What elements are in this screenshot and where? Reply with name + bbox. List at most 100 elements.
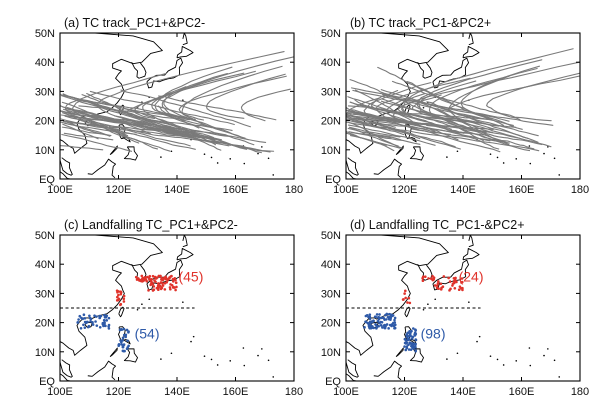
lat-tick-label: 10N — [321, 347, 341, 359]
panel-b-frame — [345, 32, 581, 180]
landfall-point — [174, 288, 177, 292]
lat-tick-label: 20N — [321, 116, 341, 128]
landfall-point — [436, 282, 440, 285]
lat-tick-label: EQ — [39, 376, 55, 388]
landfall-point — [439, 288, 443, 291]
landfall-point — [119, 303, 122, 307]
landfall-point — [91, 323, 95, 326]
landfall-point — [378, 313, 381, 316]
island-dot — [476, 340, 478, 343]
lon-tick-label: 180 — [285, 184, 303, 196]
coastline-segment — [176, 247, 194, 261]
tc-track-line — [375, 77, 471, 123]
island-dot — [553, 157, 556, 160]
island-dot — [528, 145, 531, 147]
landfall-point — [89, 317, 93, 321]
lat-tick-label: 10N — [35, 145, 55, 157]
coastline-segment — [60, 171, 71, 179]
landfall-point — [403, 292, 406, 295]
landfall-point — [88, 314, 91, 318]
landfall-point — [410, 337, 414, 340]
island-dot — [515, 158, 518, 160]
landfall-point — [364, 314, 368, 318]
tc-track-line — [350, 135, 401, 149]
landfall-point — [401, 298, 405, 301]
tc-track-line — [447, 75, 580, 120]
island-dot — [543, 152, 545, 155]
landfall-point — [95, 324, 99, 327]
landfall-point — [89, 319, 92, 323]
island-dot — [261, 146, 263, 148]
landfall-point — [82, 323, 85, 327]
tc-track-line — [62, 120, 200, 140]
landfall-point — [117, 297, 121, 301]
landfall-point — [149, 283, 152, 287]
tc-track-line — [65, 120, 216, 141]
landfall-point — [448, 280, 452, 283]
landfall-point — [91, 321, 94, 324]
lat-tick-label: 10N — [321, 145, 341, 157]
island-dot — [502, 364, 505, 366]
tc-track-line — [113, 115, 232, 146]
tc-track-line — [240, 88, 291, 122]
tc-track-line — [346, 113, 461, 150]
landfall-point — [379, 320, 383, 324]
panel-c-landfall-points — [76, 274, 178, 353]
tc-track-line — [370, 90, 517, 128]
island-dot — [515, 360, 518, 362]
lat-tick-label: EQ — [325, 376, 341, 388]
landfall-point — [407, 296, 411, 300]
landfall-point — [79, 326, 83, 330]
landfall-point — [78, 314, 82, 318]
landfall-point — [121, 336, 125, 340]
landfall-point — [98, 316, 101, 320]
coastline-segment — [146, 57, 184, 89]
landfall-point — [124, 335, 128, 339]
landfall-point — [457, 288, 461, 292]
lat-tick-label: 20N — [35, 318, 55, 330]
coastline-segment — [373, 158, 403, 179]
landfall-point — [390, 324, 393, 328]
landfall-point — [407, 348, 411, 351]
island-dot — [272, 174, 275, 176]
landfall-point — [439, 282, 443, 286]
island-dot — [203, 355, 206, 357]
landfall-point — [172, 280, 175, 283]
landfall-point — [414, 338, 418, 342]
landfall-point — [102, 318, 106, 322]
lat-tick-label: 50N — [321, 28, 341, 40]
coastline-segment — [462, 247, 480, 261]
panel-d-lat-ticks: EQ 10N 20N 30N 40N 50N — [321, 230, 580, 388]
tc-track-line — [120, 89, 251, 128]
tc-track-line — [426, 124, 535, 150]
island-dot — [203, 153, 206, 155]
lat-tick-label: 40N — [321, 259, 341, 271]
landfall-point — [170, 283, 174, 287]
landfall-point — [163, 288, 167, 291]
landfall-point — [175, 285, 178, 289]
coastline-segment — [373, 360, 403, 381]
lat-tick-label: 50N — [35, 28, 55, 40]
landfall-point — [366, 321, 370, 325]
island-dot — [456, 150, 459, 153]
landfall-point — [126, 339, 129, 342]
landfall-point — [159, 274, 162, 278]
landfall-point — [122, 327, 126, 331]
landfall-point — [388, 312, 391, 316]
tc-track-line — [347, 105, 491, 121]
landfall-point — [148, 278, 151, 281]
landfall-point — [421, 279, 425, 282]
panel-d-lon-ticks: 100E 120E 140E 160E 180 — [333, 235, 589, 398]
lon-tick-label: 180 — [571, 184, 589, 196]
coastline-segment — [60, 33, 163, 154]
coastline-segment — [60, 359, 73, 378]
landfall-point — [404, 289, 407, 293]
coastline-segment — [146, 259, 184, 291]
landfall-point — [122, 300, 126, 303]
landfall-point — [414, 349, 418, 352]
landfall-point — [421, 275, 425, 279]
landfall-point — [385, 323, 389, 326]
landfall-point — [386, 315, 390, 319]
landfall-point — [383, 323, 387, 327]
landfall-point — [104, 324, 107, 328]
